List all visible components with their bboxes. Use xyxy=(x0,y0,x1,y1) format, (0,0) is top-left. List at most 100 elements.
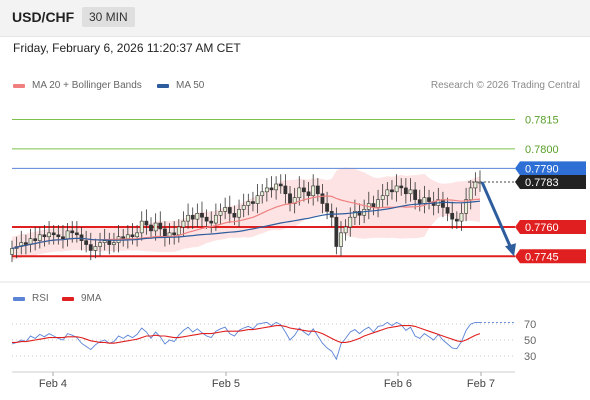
candle-body xyxy=(380,195,385,200)
candle-body xyxy=(427,197,431,202)
candle-body xyxy=(376,199,380,208)
candle-body xyxy=(42,234,47,238)
candle-body xyxy=(320,193,325,204)
candle-body xyxy=(343,226,348,234)
candle-body xyxy=(70,230,75,234)
forecast-arrow-shaft xyxy=(480,181,513,249)
rsi-level-label-1: 50 xyxy=(524,335,536,347)
candle-body xyxy=(274,183,279,191)
candle-body xyxy=(153,222,158,232)
candle-body xyxy=(459,213,464,222)
level-label-0: 0.7815 xyxy=(525,115,559,127)
candle-body xyxy=(246,201,251,206)
candle-body xyxy=(213,214,218,224)
candle-body xyxy=(348,216,353,228)
candle-body xyxy=(218,211,223,216)
candle-body xyxy=(311,185,316,197)
rsi-label: RSI xyxy=(32,293,49,304)
candle-body xyxy=(65,230,70,239)
ma20-swatch xyxy=(13,83,25,88)
candle-body xyxy=(227,207,232,214)
candle-body xyxy=(473,181,478,189)
candle-body xyxy=(339,232,343,247)
x-tick-label-2: Feb 6 xyxy=(384,378,412,390)
candle-body xyxy=(144,220,149,226)
candle-body xyxy=(84,240,89,245)
candle-body xyxy=(93,246,98,251)
forecast-arrow-head xyxy=(505,243,516,257)
legend-ma50: MA 50 xyxy=(157,80,204,91)
x-tick-label-1: Feb 5 xyxy=(212,378,240,390)
candle-body xyxy=(190,214,195,220)
candle-body xyxy=(24,242,28,245)
candle-body xyxy=(306,191,311,197)
candle-body xyxy=(464,199,468,214)
level-label-2: 0.7790 xyxy=(525,163,559,175)
legend-9ma: 9MA xyxy=(62,293,102,304)
candle-body xyxy=(260,191,265,197)
candle-body xyxy=(403,187,408,195)
candle-body xyxy=(98,242,102,247)
rsi-ma9-line xyxy=(12,325,481,344)
level-tag-2 xyxy=(515,161,586,176)
candle-body xyxy=(223,207,228,212)
candle-body xyxy=(408,189,413,195)
candle-body xyxy=(399,185,404,189)
ma50-swatch xyxy=(157,83,169,88)
level-tag-4 xyxy=(515,219,586,234)
candle-body xyxy=(107,240,112,245)
candle-body xyxy=(47,232,51,238)
candle-body xyxy=(33,238,38,241)
candle-body xyxy=(283,185,288,195)
ma9-label: 9MA xyxy=(81,293,102,304)
candle-body xyxy=(195,213,200,220)
candle-body xyxy=(454,218,459,222)
candle-body xyxy=(288,193,292,204)
candle-body xyxy=(241,205,246,210)
candle-body xyxy=(413,189,418,200)
candle-body xyxy=(297,187,302,198)
candle-body xyxy=(181,220,186,228)
rsi-level-label-0: 70 xyxy=(524,319,536,331)
candle-body xyxy=(209,220,214,224)
level-tag-3 xyxy=(515,175,586,190)
candle-body xyxy=(445,207,450,214)
level-label-1: 0.7800 xyxy=(525,144,559,156)
candle-body xyxy=(278,183,283,187)
candle-body xyxy=(51,232,56,236)
candle-body xyxy=(61,236,65,239)
rsi-line xyxy=(11,321,480,361)
x-tick-label-3: Feb 7 xyxy=(467,378,495,390)
candle-body xyxy=(200,213,204,218)
candle-body xyxy=(10,248,14,255)
candle-body xyxy=(394,185,399,193)
timeframe-button[interactable]: 30 MIN xyxy=(82,7,135,27)
candle-body xyxy=(112,242,116,245)
candle-body xyxy=(302,187,306,193)
bollinger-band-area xyxy=(12,167,480,261)
candle-body xyxy=(158,222,163,230)
candle-body xyxy=(204,216,209,222)
candle-body xyxy=(135,232,140,238)
candle-body xyxy=(56,234,61,238)
candle-body xyxy=(163,228,167,238)
candle-body xyxy=(88,244,93,251)
candle-body xyxy=(422,197,427,204)
candle-body xyxy=(79,234,84,241)
candle-body xyxy=(352,211,357,218)
candle-body xyxy=(74,232,79,236)
rsi-level-label-2: 30 xyxy=(524,351,536,363)
candle-body xyxy=(417,199,422,204)
candle-body xyxy=(37,234,42,241)
candle-body xyxy=(186,214,190,222)
candle-body xyxy=(264,187,269,193)
candle-body xyxy=(292,197,297,204)
candle-body xyxy=(450,213,455,220)
ma20-label: MA 20 + Bollinger Bands xyxy=(32,80,142,91)
candle-body xyxy=(315,185,320,195)
legend-rsi: RSI xyxy=(13,293,49,304)
instrument-title: USD/CHF xyxy=(12,9,75,25)
x-tick-label-0: Feb 4 xyxy=(39,378,67,390)
candle-body xyxy=(357,211,362,216)
